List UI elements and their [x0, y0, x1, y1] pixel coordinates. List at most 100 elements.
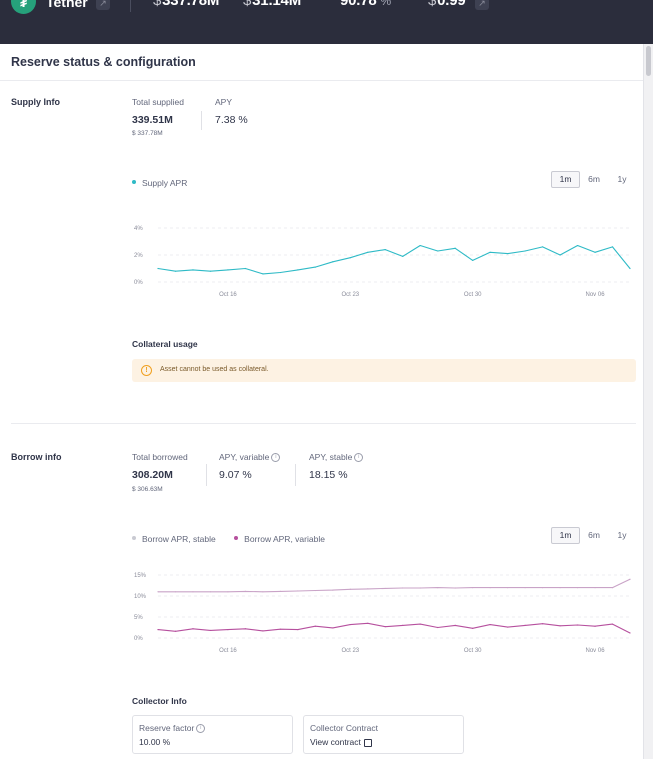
info-icon[interactable]: i: [354, 453, 364, 463]
borrow-chart-series-2-point: [454, 624, 456, 626]
borrow-chart-series-2-point: [314, 625, 316, 627]
oracle-link-icon[interactable]: ↗: [475, 0, 489, 10]
collateral-usage-heading: Collateral usage: [132, 339, 198, 349]
collector-info-heading: Collector Info: [132, 696, 187, 706]
info-icon[interactable]: i: [196, 724, 206, 734]
tether-icon: ₮: [11, 0, 36, 14]
borrow-chart-y-tick-label: 0%: [134, 636, 143, 642]
borrow-timeframe-1m[interactable]: 1m: [551, 527, 580, 544]
supply-chart-series-1-point: [209, 270, 212, 272]
borrow-chart-series-1-line: [158, 578, 631, 593]
supply-apr-chart: 0% 2% 4% Oct 16 Oct 23 Oct 30 Nov 06: [134, 226, 631, 298]
borrow-chart-series-1-point: [209, 591, 212, 593]
supply-chart-series-1-point: [244, 267, 247, 270]
supply-apr-legend-label: Supply APR: [142, 178, 188, 188]
borrow-chart-series-1-point: [384, 587, 386, 590]
supply-timeframe-1y[interactable]: 1y: [617, 174, 627, 184]
supply-chart-y-tick-label: 2%: [134, 253, 143, 259]
apy-variable-value: 9.07 %: [219, 469, 252, 481]
supply-chart-series-1-point: [384, 249, 386, 251]
supply-chart-series-1-point: [454, 247, 456, 249]
borrow-chart-series-1-point: [594, 587, 596, 589]
borrow-chart-series-2-point: [629, 632, 631, 634]
supply-chart-series-1-point: [472, 259, 474, 261]
supply-chart-series-1-point: [192, 269, 194, 271]
apy-variable-label: APY, variable i: [219, 452, 281, 463]
borrow-chart-series-1-point: [507, 587, 509, 589]
borrow-chart-series-2-point: [227, 629, 229, 631]
supply-apy-value: 7.38 %: [215, 114, 248, 126]
borrow-chart-series-2-point: [262, 630, 264, 632]
borrow-chart-series-1-point: [524, 587, 526, 589]
borrow-stable-legend-dot: [132, 535, 136, 540]
borrow-apr-chart: 0% 5% 10% 15% Oct 16 Oct 23 Oct 30 Nov 06: [134, 573, 631, 654]
supply-chart-series-1-point: [157, 267, 159, 270]
apy-stable-value: 18.15 %: [309, 469, 348, 481]
borrow-chart-x-tick-label: Oct 30: [464, 648, 482, 654]
borrow-chart-series-2-point: [507, 626, 509, 628]
apy-stable-label: APY, stable i: [309, 452, 364, 463]
borrow-chart-x-tick-label: Oct 16: [219, 648, 237, 654]
supply-chart-series-1-point: [262, 273, 264, 275]
header-stat-utilization-rate: 90.78 %: [340, 0, 391, 9]
borrow-chart-series-1-point: [367, 588, 369, 590]
supply-timeframe-1m[interactable]: 1m: [551, 171, 580, 188]
borrow-chart-series-2-point: [244, 628, 247, 630]
borrow-chart-series-1-point: [262, 591, 264, 593]
info-icon[interactable]: i: [271, 453, 281, 463]
supply-apr-legend: Supply APR: [132, 173, 187, 191]
page-title: Reserve status & configuration: [11, 55, 196, 69]
supply-chart-series-1-line: [157, 244, 631, 275]
supply-chart-series-1-point: [314, 266, 316, 268]
header-stat-oracle-price: $0.99: [428, 0, 466, 9]
borrow-chart-series-1-point: [541, 587, 544, 589]
supply-chart-series-1-point: [297, 269, 299, 271]
view-contract-link[interactable]: View contract: [310, 737, 372, 747]
borrow-chart-series-1-point: [472, 587, 474, 589]
supply-chart-series-1-point: [576, 244, 579, 247]
borrow-chart-x-tick-label: Oct 23: [341, 648, 359, 654]
supply-chart-x-tick-label: Oct 23: [341, 292, 359, 298]
supply-chart-series-1-point: [507, 253, 509, 255]
external-link-icon[interactable]: ↗: [96, 0, 110, 10]
supply-chart-series-1-point: [437, 250, 439, 252]
supply-timeframe-6m[interactable]: 6m: [588, 174, 600, 184]
scrollbar-track[interactable]: [644, 44, 653, 759]
borrow-chart-series-1-point: [157, 591, 159, 593]
borrow-chart-series-1-point: [559, 587, 561, 589]
supply-chart-series-1-point: [227, 269, 229, 271]
borrow-variable-legend-label: Borrow APR, variable: [244, 534, 325, 544]
borrow-timeframe-1y[interactable]: 1y: [617, 530, 627, 540]
supply-chart-series-1-point: [489, 251, 491, 253]
borrow-chart-y-tick-label: 15%: [134, 573, 147, 579]
borrow-chart-series-1-point: [611, 587, 614, 589]
supply-apy-label: APY: [215, 97, 233, 107]
warning-icon: !: [141, 365, 152, 376]
borrow-chart-series-1-point: [174, 591, 177, 593]
asset-header-bar: ₮ Tether ↗ $337.78M $31.14M 90.78 % $0.9…: [0, 0, 653, 44]
borrow-timeframe-6m[interactable]: 6m: [588, 530, 600, 540]
supply-chart-x-tick-label: Oct 30: [464, 292, 482, 298]
borrow-stable-legend-label: Borrow APR, stable: [142, 534, 216, 544]
supply-chart-series-1-point: [349, 257, 351, 259]
borrow-chart-series-1-point: [314, 589, 316, 592]
stat-divider: [206, 464, 207, 486]
scrollbar-thumb[interactable]: [646, 46, 651, 76]
borrow-chart-series-1-point: [227, 591, 229, 593]
supply-chart-series-1-point: [524, 250, 526, 252]
collateral-warning-banner: ! Asset cannot be used as collateral.: [132, 359, 636, 382]
supply-chart-x-tick-label: Nov 06: [586, 292, 606, 298]
borrow-chart-series-1-point: [576, 587, 579, 589]
reserve-factor-label: Reserve factor i: [139, 723, 206, 734]
supply-chart-series-1-point: [629, 267, 631, 270]
borrow-chart-series-2-point: [157, 629, 159, 631]
supply-chart-series-1-point: [402, 255, 404, 257]
borrow-chart-x-tick-label: Nov 06: [586, 648, 606, 654]
borrow-chart-series-2-point: [489, 623, 491, 626]
total-borrowed-label: Total borrowed: [132, 452, 188, 462]
supply-chart-y-tick-label: 4%: [134, 226, 143, 232]
supply-chart-series-1-point: [419, 244, 421, 247]
header-stat-reserve-size: $337.78M: [153, 0, 220, 9]
borrow-chart-series-2-point: [332, 627, 334, 629]
supply-chart-series-1-point: [367, 251, 369, 253]
